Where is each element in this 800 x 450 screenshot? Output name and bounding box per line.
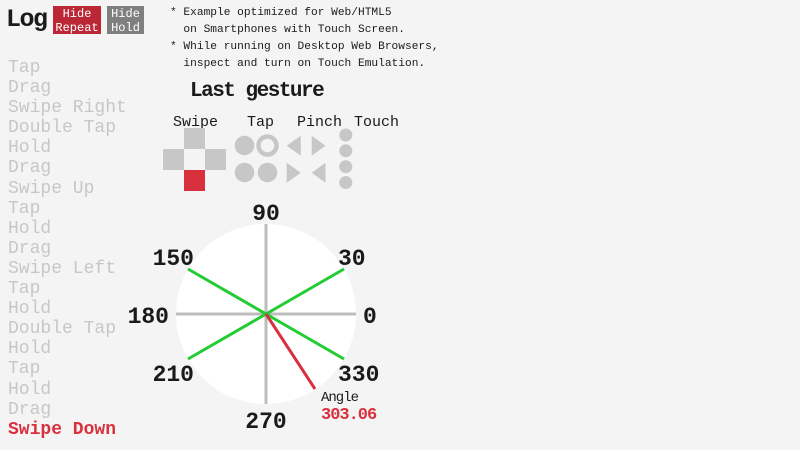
svg-text:0: 0: [363, 304, 377, 330]
svg-text:330: 330: [338, 362, 379, 388]
svg-text:303.06: 303.06: [321, 406, 377, 425]
svg-text:90: 90: [252, 201, 280, 227]
svg-text:210: 210: [153, 362, 194, 388]
svg-text:270: 270: [245, 409, 286, 435]
svg-text:180: 180: [128, 304, 169, 330]
svg-text:Angle: Angle: [321, 390, 359, 406]
svg-text:30: 30: [338, 246, 366, 272]
svg-text:150: 150: [153, 246, 194, 272]
